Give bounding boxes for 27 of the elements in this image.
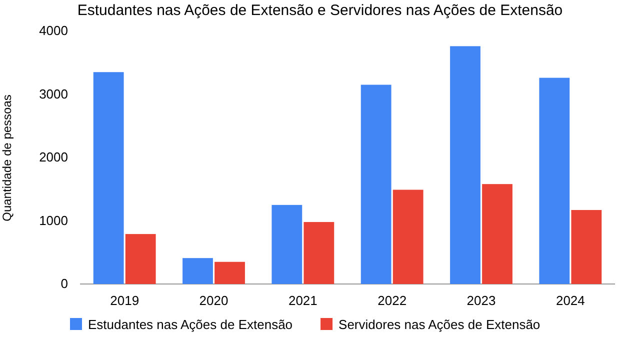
y-axis-title: Quantidade de pessoas bbox=[0, 94, 14, 222]
legend-label: Servidores nas Ações de Extensão bbox=[338, 317, 540, 332]
bar bbox=[93, 72, 124, 284]
bar bbox=[571, 210, 602, 284]
bar bbox=[182, 258, 213, 284]
bar bbox=[482, 184, 512, 284]
y-tick-label: 0 bbox=[60, 276, 68, 292]
x-tick-label: 2022 bbox=[378, 293, 407, 308]
bar bbox=[125, 234, 156, 284]
bar bbox=[450, 46, 480, 284]
bar bbox=[360, 84, 392, 284]
y-tick-label: 1000 bbox=[39, 212, 68, 228]
y-tick-label: 2000 bbox=[39, 150, 68, 165]
x-tick-label: 2019 bbox=[110, 293, 140, 308]
x-tick-label: 2020 bbox=[199, 293, 228, 308]
x-tick-label: 2021 bbox=[288, 293, 318, 308]
bar bbox=[272, 204, 302, 284]
chart-title: Estudantes nas Ações de Extensão e Servidores nas Ações de Extensão bbox=[77, 2, 563, 19]
legend-label: Estudantes nas Ações de Extensão bbox=[88, 317, 293, 332]
bar bbox=[392, 190, 424, 284]
bar bbox=[539, 78, 570, 284]
bar bbox=[304, 222, 334, 284]
bar bbox=[214, 262, 245, 284]
y-tick-label: 4000 bbox=[39, 23, 68, 38]
x-tick-label: 2023 bbox=[466, 293, 496, 308]
y-tick-label: 3000 bbox=[39, 86, 68, 102]
x-tick-label: 2024 bbox=[556, 293, 585, 308]
